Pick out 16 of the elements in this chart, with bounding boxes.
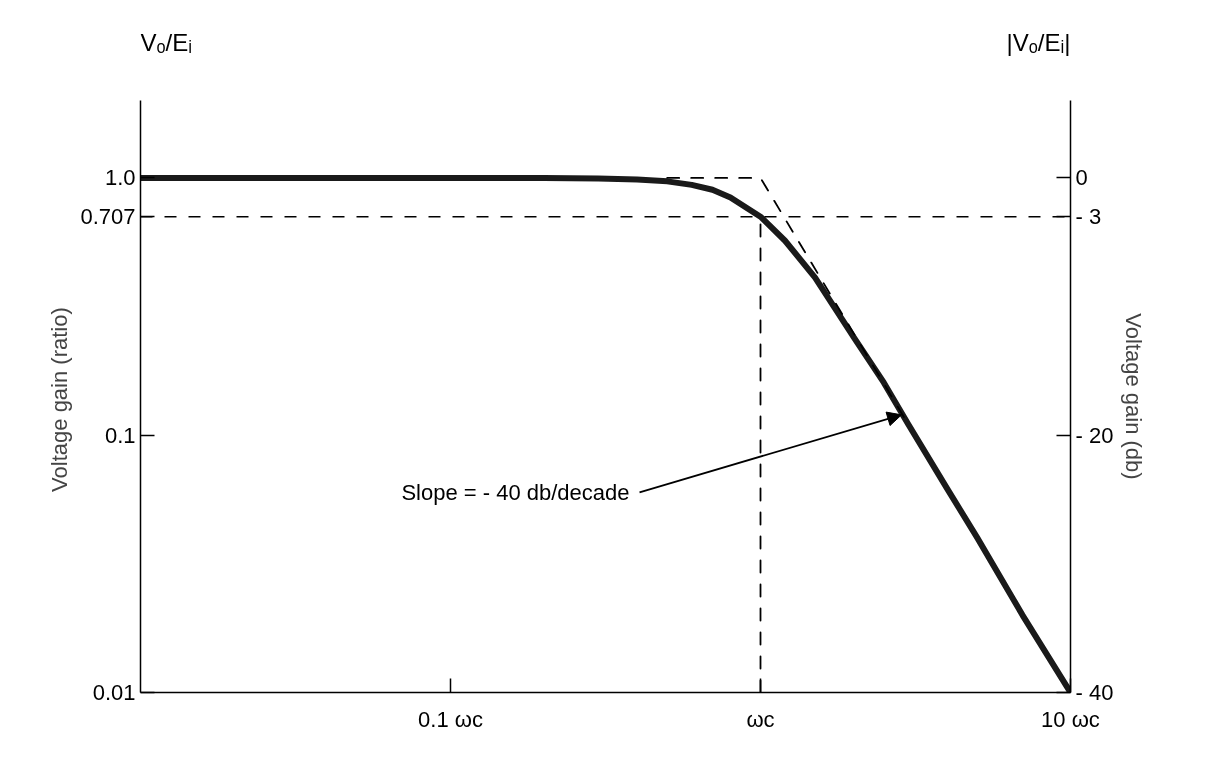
y-axis-title: Voltage gain (ratio): [47, 307, 73, 492]
y2-tick-label: - 3: [1075, 203, 1102, 229]
y2-tick-label: - 40: [1075, 680, 1114, 705]
text: Vₒ/Eᵢ: [140, 29, 193, 56]
y-tick-label: 1.0: [104, 165, 136, 191]
y2-tick-label: - 20: [1075, 422, 1114, 448]
y-tick-label: 0.01: [92, 680, 136, 705]
y-tick-label: 0.707: [80, 204, 136, 230]
y2-axis-title: Voltage gain (db): [1121, 313, 1147, 480]
text: |Vₒ/Eᵢ|: [1006, 29, 1071, 56]
annotation: Slope = - 40 db/decade: [401, 479, 630, 505]
y-tick-label: 0.1: [104, 422, 136, 448]
x-tick-label: 10 ωc: [1041, 706, 1100, 732]
y2-tick-label: 0: [1075, 165, 1088, 191]
x-tick-label: ωc: [746, 706, 775, 732]
x-tick-label: 0.1 ωc: [418, 706, 483, 732]
